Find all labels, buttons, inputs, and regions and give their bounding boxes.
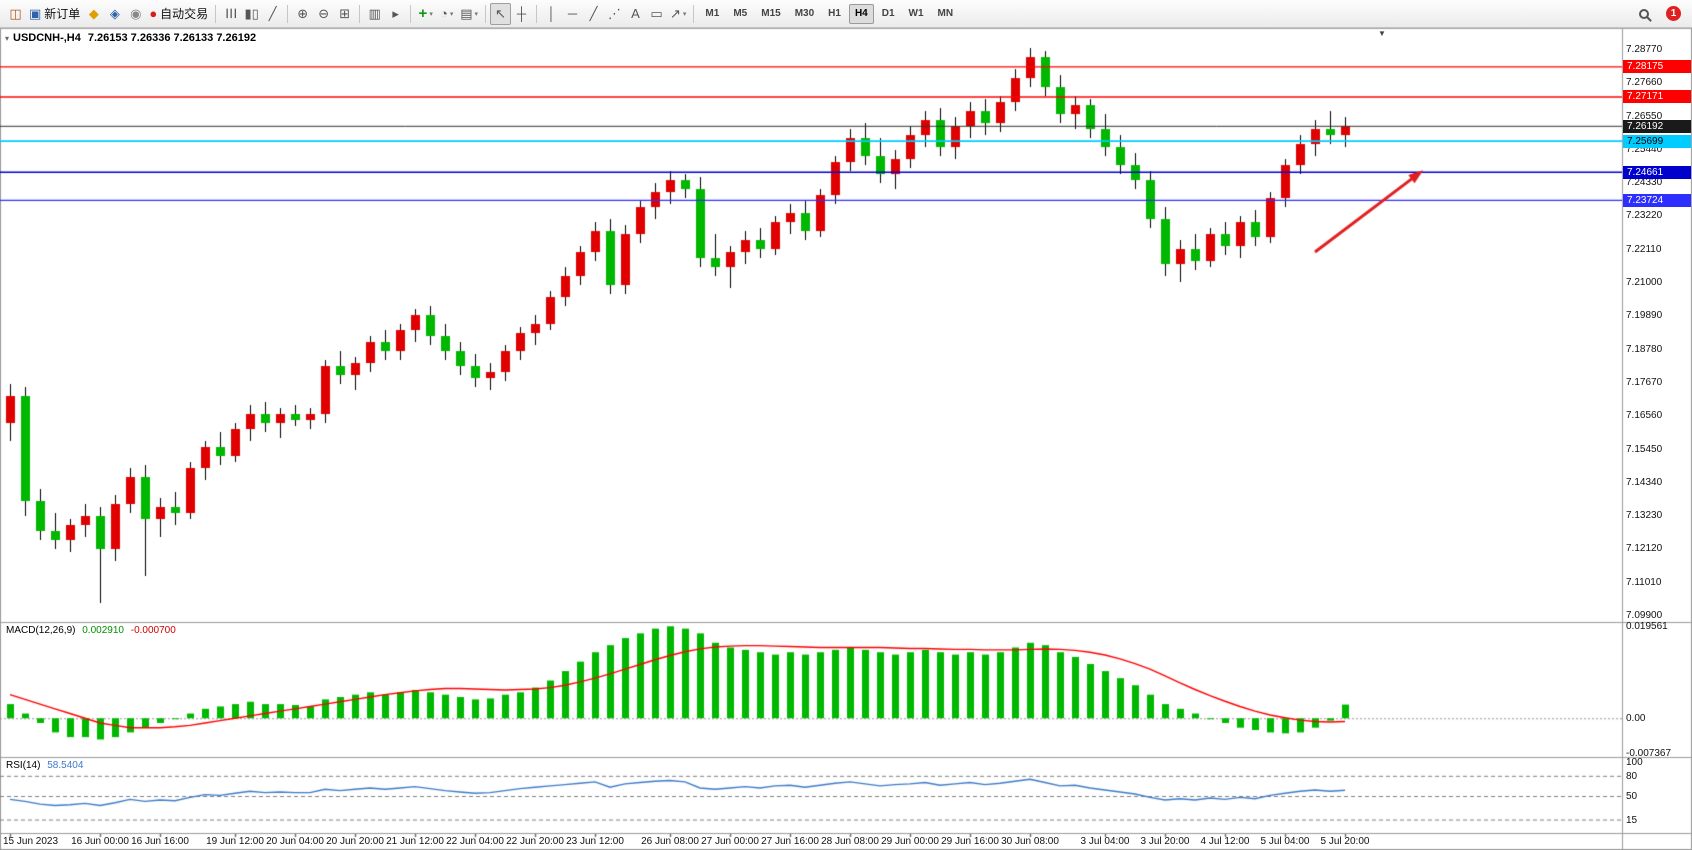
cursor-button[interactable]: ↖ [490,2,511,25]
timeframe-h4[interactable]: H4 [848,3,874,24]
timeframe-mn[interactable]: MN [937,8,954,19]
new-order-button-label: 新订单 [44,7,81,21]
arrow-objects-button[interactable]: ↗ ▾ [667,3,689,25]
text-label-icon: ▭ [650,6,663,21]
zoom-in-icon: ⊕ [297,6,309,21]
indicators-button[interactable]: + ▾ [415,3,436,25]
indicators-add-icon: + [418,5,428,22]
candlestick-button[interactable]: ▮▯ [241,3,262,25]
crosshair-button[interactable]: ┼ [511,3,532,25]
text-label-button[interactable]: ▭ [646,3,667,25]
chart-shift-marker[interactable]: ▼ [1378,29,1386,38]
terminal-icon: ◉ [130,6,142,21]
quick-trade-toggle-icon[interactable]: ▾ [5,33,10,43]
zoom-out-button[interactable]: ⊖ [313,3,334,25]
macd-name: MACD(12,26,9) [6,625,76,636]
line-chart-icon: ╱ [268,6,277,21]
chevron-down-icon: ▾ [682,10,687,18]
toolbar-items: ◫ ▣ 新订单 ◆ ◈ ◉ ● 自动交易 ☰ ▮▯ ╱ ⊕ ⊖ ⊞ ▥ ▸ + ▾ ◔ ▾ ▤ ▾ ↖ ┼ │ ─ ╱ ⋰ A ▭ ↗ ▾ M1… [5,0,960,27]
toolbar-separator [536,4,537,23]
navigator-button[interactable]: ◈ [104,3,125,25]
toolbar-separator [287,4,289,23]
fibonacci-icon: ⋰ [608,6,621,21]
chart-ohlc-values: 7.26153 7.26336 7.26133 7.26192 [87,32,257,44]
new-order-icon: ▣ [29,6,42,21]
auto-scroll-icon: ▸ [392,6,399,21]
toolbar: ◫ ▣ 新订单 ◆ ◈ ◉ ● 自动交易 ☰ ▮▯ ╱ ⊕ ⊖ ⊞ ▥ ▸ + ▾ ◔ ▾ ▤ ▾ ↖ ┼ │ ─ ╱ ⋰ A ▭ ↗ ▾ M1… [0,0,1692,28]
timeframe-m15[interactable]: M15 [761,8,781,19]
vertical-line-button[interactable]: │ [541,3,562,25]
bar-chart-button[interactable]: ☰ [220,3,241,25]
tile-windows-button[interactable]: ⊞ [334,3,355,25]
navigator-icon: ◈ [109,6,120,21]
macd-signal-value: -0.000700 [130,625,176,636]
template-icon: ▤ [460,6,473,21]
periods-button[interactable]: ◔ ▾ [436,3,457,25]
vertical-line-icon: │ [547,6,556,21]
chart-window-icon: ◫ [9,6,22,21]
candlestick-icon: ▮▯ [244,6,259,21]
text-button[interactable]: A [625,3,646,25]
templates-button[interactable]: ▤ ▾ [457,3,481,25]
fibonacci-button[interactable]: ⋰ [604,3,625,25]
chart-title-bar: ▾ USDCNH-,H4 7.26153 7.26336 7.26133 7.2… [5,32,256,44]
timeframe-h1[interactable]: H1 [828,8,841,19]
autotrading-button[interactable]: ● 自动交易 [146,3,211,25]
bar-chart-icon: ☰ [223,7,239,20]
autotrading-button-label: 自动交易 [160,7,209,21]
search-button[interactable] [1633,3,1654,25]
rsi-indicator-label: RSI(14) 58.5404 [6,760,83,771]
chart-symbol-period: USDCNH-,H4 [13,32,81,44]
toolbar-separator [693,4,695,23]
terminal-button[interactable]: ◉ [125,3,146,25]
toolbar-right: 1 [1633,3,1687,25]
rsi-name: RSI(14) [6,760,41,771]
horizontal-line-button[interactable]: ─ [562,3,583,25]
crosshair-icon: ┼ [516,6,527,21]
zoom-in-button[interactable]: ⊕ [292,3,313,25]
line-chart-button[interactable]: ╱ [262,3,283,25]
new-chart-button[interactable]: ◫ [5,3,26,25]
trendline-button[interactable]: ╱ [583,3,604,25]
macd-indicator-label: MACD(12,26,9) 0.002910 -0.000700 [6,625,176,636]
toolbar-separator [485,4,486,23]
rsi-value: 58.5404 [47,760,84,771]
chevron-down-icon: ▾ [474,10,478,18]
charts-list-button[interactable]: ▥ [364,3,385,25]
timeframe-w1[interactable]: W1 [908,8,924,19]
market-watch-button[interactable]: ◆ [83,3,104,25]
notification-badge[interactable]: 1 [1666,6,1681,21]
chevron-down-icon: ▾ [429,10,433,18]
tile-windows-icon: ⊞ [339,6,351,21]
timeframe-d1[interactable]: D1 [881,8,895,19]
macd-main-value: 0.002910 [82,625,124,636]
autotrading-icon: ● [149,6,158,21]
text-icon: A [631,6,640,21]
toolbar-separator [215,4,217,23]
horizontal-line-icon: ─ [567,6,578,21]
charts-list-icon: ▥ [368,6,381,21]
auto-scroll-button[interactable]: ▸ [385,3,406,25]
cursor-icon: ↖ [495,6,506,21]
trendline-icon: ╱ [589,6,598,21]
toolbar-separator [410,4,412,23]
chevron-down-icon: ▾ [449,10,454,18]
timeframe-m30[interactable]: M30 [794,8,815,19]
clock-icon: ◔ [440,6,448,21]
zoom-out-icon: ⊖ [318,6,330,21]
timeframe-m5[interactable]: M5 [733,8,748,19]
market-watch-icon: ◆ [88,6,99,21]
timeframe-m1[interactable]: M1 [705,8,720,19]
new-order-button[interactable]: ▣ 新订单 [26,3,83,25]
search-icon [1638,8,1649,19]
arrow-objects-icon: ↗ [670,6,681,21]
toolbar-separator [359,4,361,23]
